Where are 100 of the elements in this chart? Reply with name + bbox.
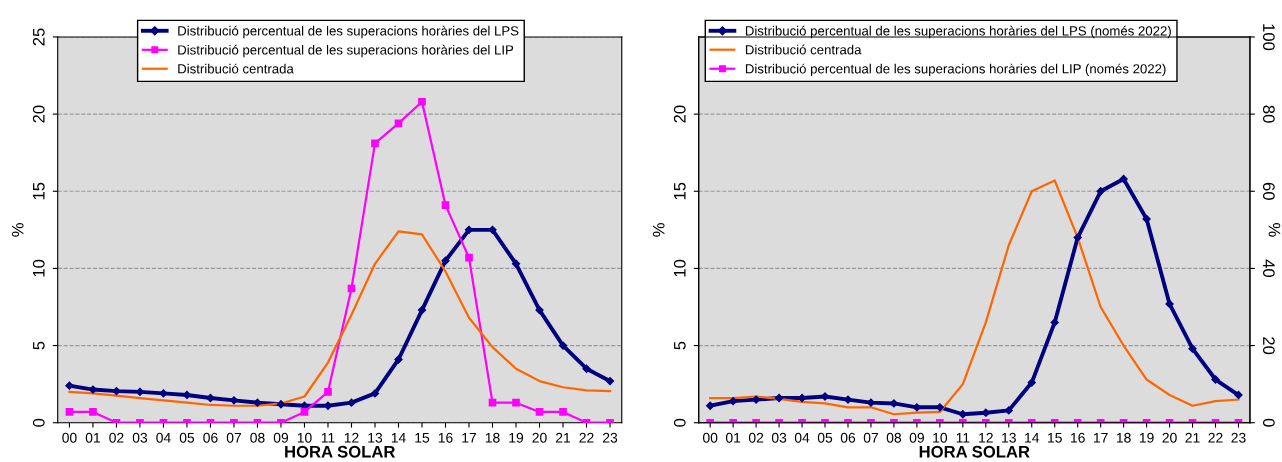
x-tick-label: 22 — [579, 432, 594, 443]
legend-label: Distribució percentual de les superacions horàries del LIP (només 2022) — [745, 63, 1166, 77]
x-tick-label: 15 — [1048, 432, 1062, 443]
x-axis-title: HORA SOLAR — [285, 445, 396, 458]
point — [112, 386, 121, 396]
x-tick-label: 04 — [156, 432, 171, 443]
x-tick-label: 12 — [979, 432, 993, 443]
y2-tick-label: 60 — [1262, 182, 1275, 200]
x-tick-label: 06 — [840, 432, 856, 443]
point — [1211, 375, 1220, 384]
x-tick-label: 23 — [602, 432, 618, 443]
x-tick-label: 17 — [1093, 432, 1108, 443]
x-tick-label: 17 — [462, 432, 477, 443]
y2-tick-label: 80 — [1262, 105, 1275, 123]
point — [394, 355, 403, 364]
x-tick-label: 00 — [62, 432, 77, 443]
point — [159, 389, 168, 398]
x-tick-label: 10 — [933, 432, 948, 443]
x-tick-label: 09 — [909, 432, 924, 443]
y-tick-label: 15 — [33, 182, 45, 200]
point — [417, 305, 427, 315]
x-tick-label: 11 — [321, 432, 335, 443]
x-tick-label: 06 — [203, 432, 218, 443]
x-tick-label: 07 — [226, 432, 241, 443]
legend-label: Distribució percentual de les superacions horàries del LIP — [178, 44, 514, 58]
point — [1119, 174, 1128, 184]
point — [65, 381, 74, 390]
x-tick-label: 18 — [485, 432, 500, 443]
point — [1027, 378, 1036, 387]
legend-label: Distribució percentual de les superacions horàries del LPS — [178, 25, 519, 39]
x-tick-label: 05 — [817, 432, 833, 443]
x-tick-label: 02 — [109, 432, 124, 443]
point — [371, 139, 379, 148]
point — [1188, 344, 1197, 353]
point — [276, 400, 286, 409]
y-axis-title: % — [652, 223, 665, 237]
x-tick-label: 13 — [1002, 432, 1016, 443]
x-tick-label: 02 — [748, 432, 764, 443]
x-tick-label: 00 — [702, 432, 718, 443]
point — [347, 398, 356, 407]
x-tick-label: 09 — [273, 432, 289, 443]
point — [774, 393, 784, 403]
point — [706, 401, 715, 410]
x-tick-label: 19 — [1139, 432, 1154, 443]
point — [89, 408, 97, 416]
point — [559, 408, 567, 416]
x-tick-label: 01 — [725, 432, 741, 443]
point — [441, 256, 450, 265]
y2-tick-label: 20 — [1262, 337, 1275, 355]
x-tick-label: 05 — [179, 432, 195, 443]
point — [1165, 299, 1174, 309]
point — [511, 259, 521, 268]
y-tick-label: 0 — [32, 418, 45, 427]
x-tick-label: 14 — [391, 432, 406, 443]
y-tick-label: 15 — [674, 182, 686, 200]
x-tick-label: 18 — [1116, 432, 1131, 443]
point — [418, 97, 426, 106]
x-tick-label: 11 — [956, 432, 970, 443]
point — [300, 408, 309, 416]
point — [324, 388, 332, 396]
x-tick-label: 20 — [532, 432, 547, 443]
x-tick-label: 16 — [1071, 432, 1085, 443]
y-axis-title: % — [11, 223, 24, 237]
x-tick-label: 07 — [863, 432, 878, 443]
y-tick-label: 25 — [32, 28, 45, 46]
y-tick-label: 20 — [673, 105, 686, 123]
point — [488, 225, 497, 234]
legend-label: Distribució centrada — [745, 44, 862, 55]
y-tick-label: 0 — [673, 418, 686, 427]
x-tick-label: 03 — [132, 432, 148, 443]
x-tick-label: 08 — [886, 432, 902, 443]
x-tick-label: 12 — [344, 432, 359, 443]
x-tick-label: 13 — [368, 432, 383, 443]
point — [370, 389, 380, 398]
point — [1142, 214, 1151, 224]
point — [582, 364, 591, 373]
point — [441, 201, 450, 209]
point — [512, 398, 520, 407]
point — [465, 253, 473, 262]
x-tick-label: 20 — [1162, 432, 1177, 443]
x-axis-title: HORA SOLAR — [919, 445, 1030, 458]
x-tick-label: 15 — [415, 432, 430, 443]
point — [1234, 390, 1243, 400]
x-tick-label: 04 — [794, 432, 810, 443]
point — [1096, 187, 1105, 196]
point — [1073, 233, 1082, 242]
point — [605, 376, 615, 386]
x-tick-label: 03 — [771, 432, 787, 443]
y2-axis-title: % — [1268, 223, 1281, 237]
y-tick-label: 20 — [32, 105, 45, 123]
x-tick-label: 16 — [438, 432, 453, 443]
x-tick-label: 21 — [1185, 432, 1200, 443]
point — [729, 396, 738, 406]
legend-label: Distribució percentual de les superacions horàries del LPS (només 2022) — [745, 25, 1171, 39]
x-tick-label: 14 — [1025, 432, 1040, 443]
x-tick-label: 01 — [85, 432, 100, 443]
x-tick-label: 10 — [297, 432, 312, 443]
legend-label: Distribució centrada — [178, 63, 294, 74]
x-tick-label: 19 — [509, 432, 524, 443]
point — [958, 410, 967, 419]
